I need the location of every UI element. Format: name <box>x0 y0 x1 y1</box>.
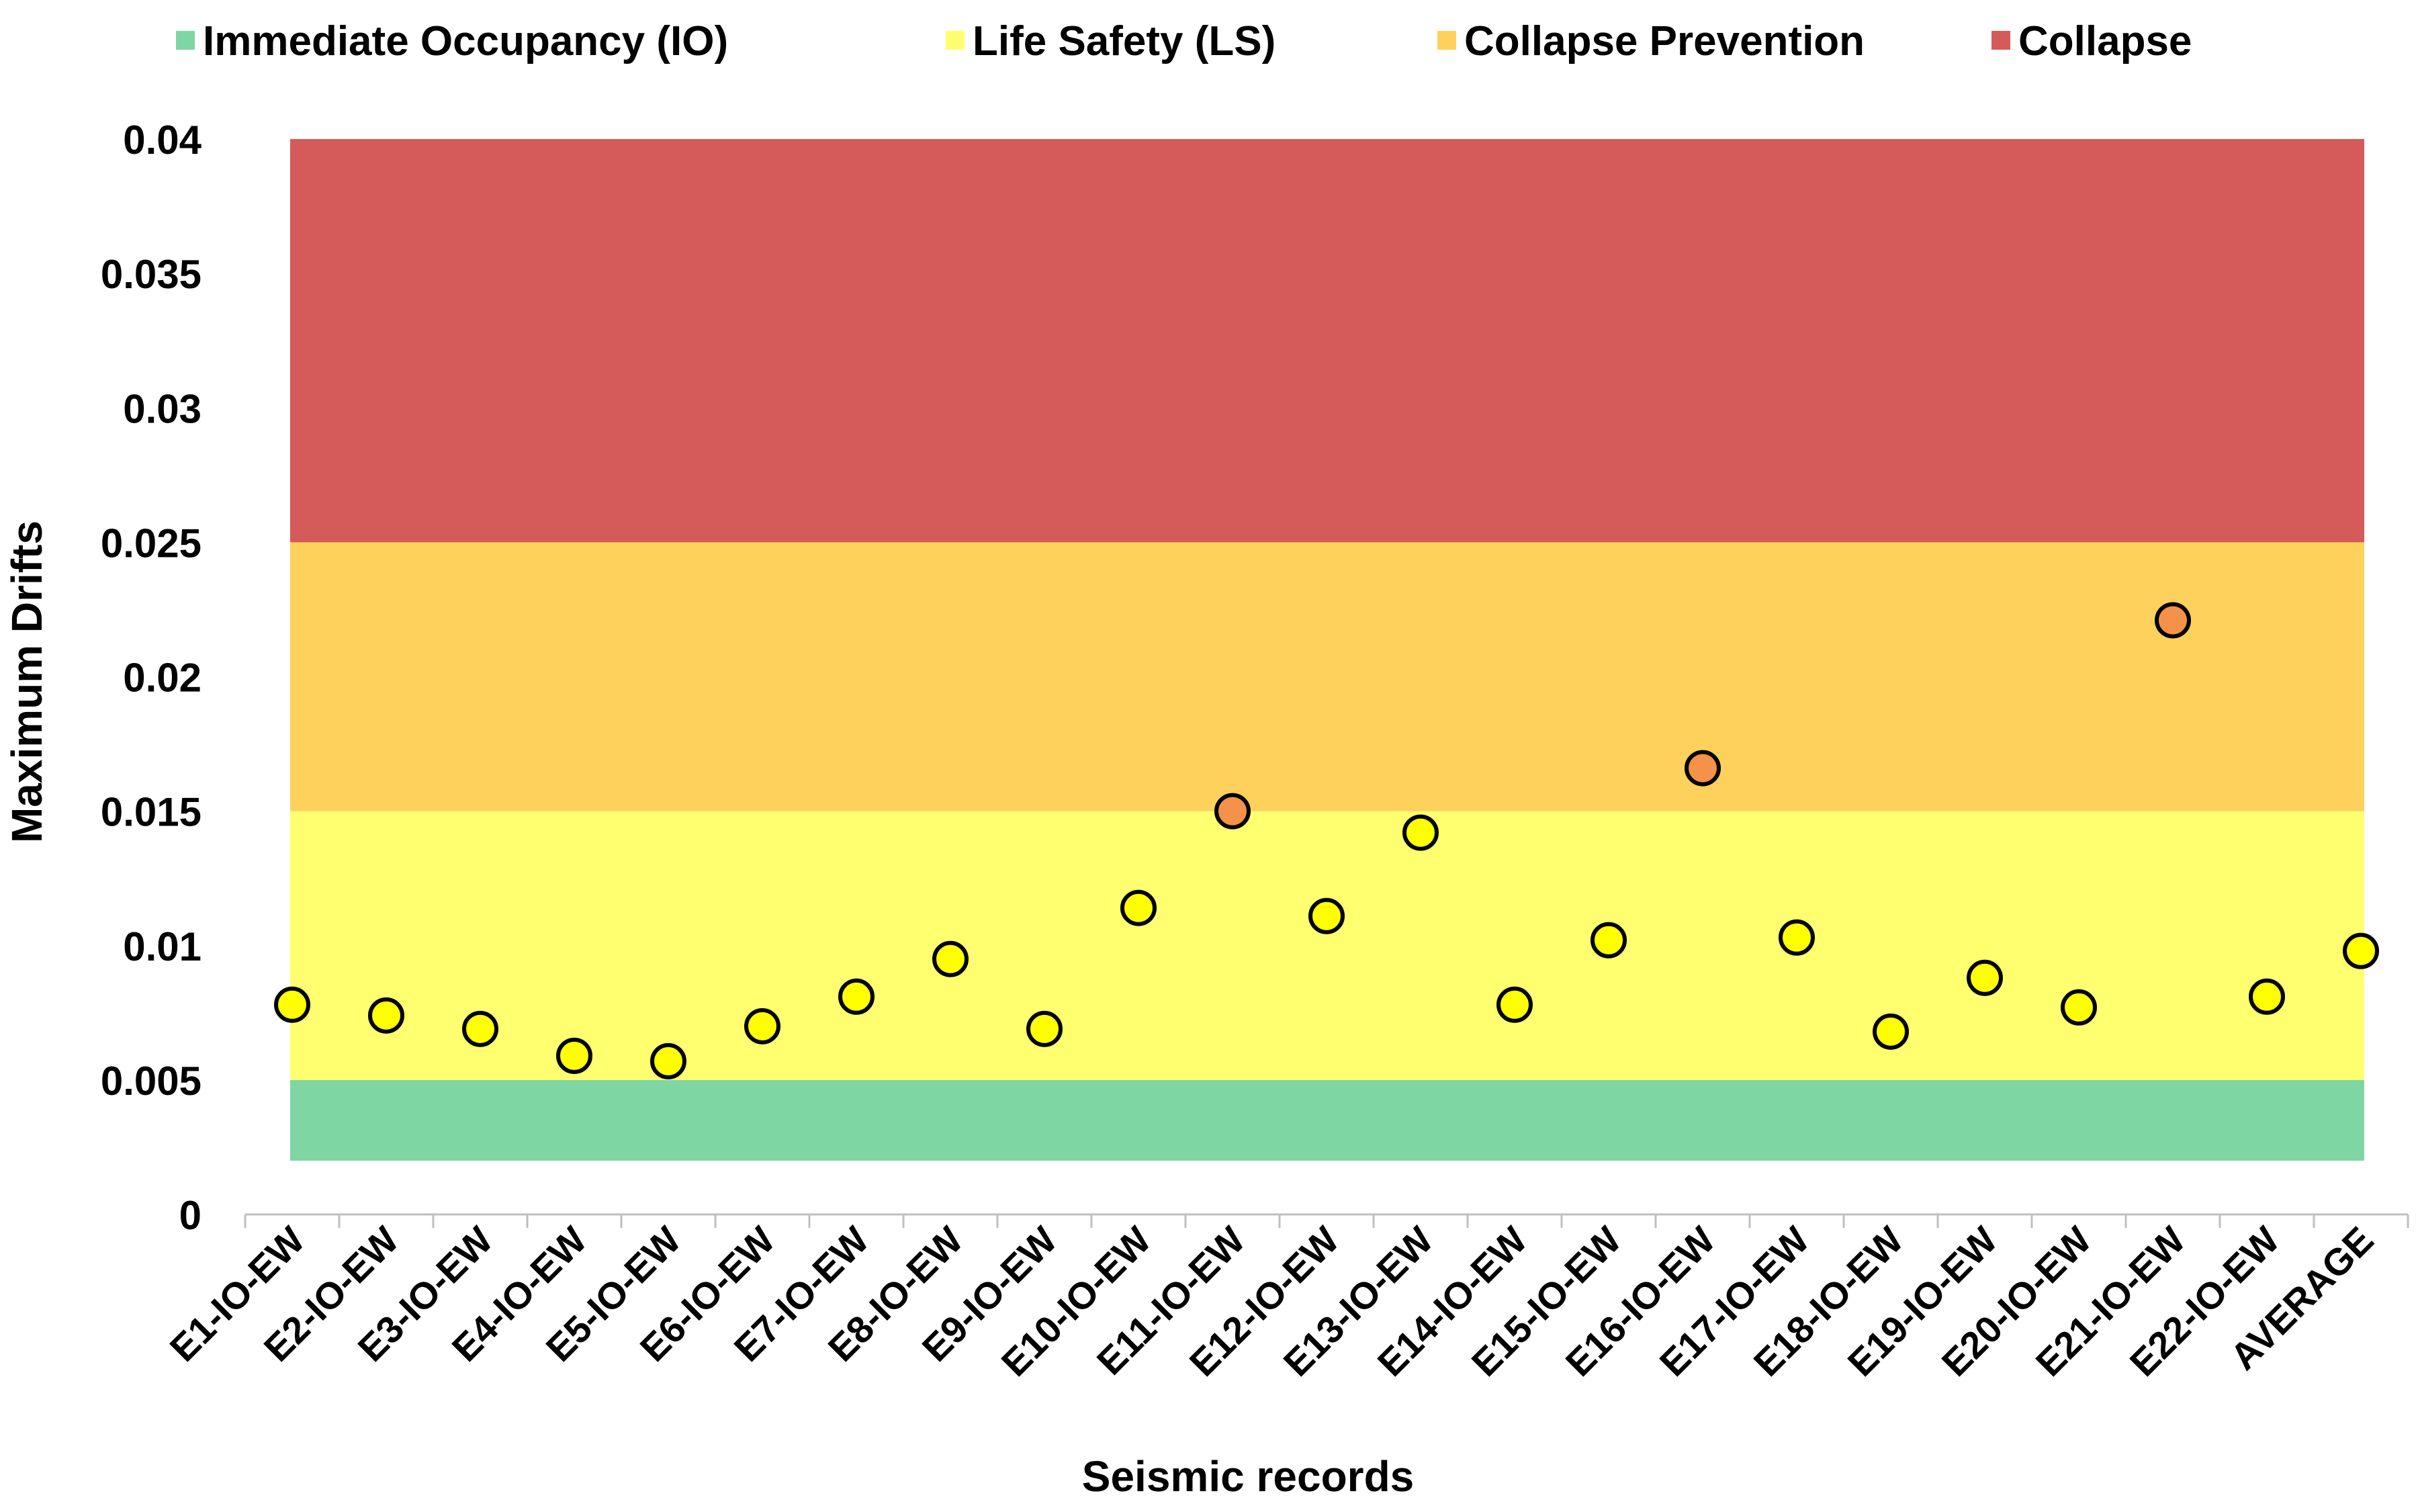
data-point <box>274 986 310 1023</box>
axes <box>244 1213 2409 1228</box>
data-point <box>1779 919 1815 956</box>
y-tick-label: 0.005 <box>101 1059 202 1104</box>
legend-label: Collapse Prevention <box>1464 18 1865 64</box>
data-point <box>556 1037 592 1074</box>
data-point <box>462 1010 498 1047</box>
data-point <box>1308 897 1345 934</box>
data-point <box>1591 922 1627 959</box>
data-point <box>1685 750 1721 787</box>
performance-bands <box>290 139 2364 1161</box>
data-point <box>1967 959 2003 996</box>
y-tick-label: 0.035 <box>101 252 202 297</box>
data-point <box>932 940 969 977</box>
band-3 <box>290 139 2364 543</box>
x-tick-labels: E1-IO-EWE2-IO-EWE3-IO-EWE4-IO-EWE5-IO-EW… <box>162 1218 2382 1384</box>
data-point <box>1496 986 1533 1023</box>
y-tick-labels: 0 0.005 0.01 0.015 0.02 0.025 0.03 0.035 0.04 <box>101 118 202 1238</box>
legend-swatch <box>176 31 195 50</box>
band-2 <box>290 542 2364 811</box>
band-0 <box>290 1079 2364 1161</box>
data-point <box>2061 989 2097 1026</box>
data-point <box>2343 932 2379 969</box>
data-point <box>1402 814 1439 851</box>
band-1 <box>290 811 2364 1080</box>
data-point <box>1214 793 1251 830</box>
y-tick-label: 0.01 <box>123 924 202 969</box>
data-point <box>1120 889 1157 926</box>
legend: Immediate Occupancy (IO) Life Safety (LS)… <box>176 18 2192 64</box>
data-point <box>744 1008 780 1044</box>
data-point <box>2249 978 2285 1015</box>
y-tick-label: 0.025 <box>101 521 202 566</box>
legend-swatch <box>1991 31 2010 50</box>
x-axis-label: Seismic records <box>1082 1452 1415 1501</box>
data-point <box>1873 1013 1909 1050</box>
data-point <box>650 1042 686 1079</box>
data-points <box>274 602 2379 1079</box>
y-tick-label: 0.015 <box>101 790 202 835</box>
data-point <box>2155 602 2191 639</box>
data-point <box>1026 1010 1063 1047</box>
legend-label: Immediate Occupancy (IO) <box>203 18 728 64</box>
legend-swatch <box>1437 31 1456 50</box>
data-point <box>368 997 404 1034</box>
y-tick-label: 0 <box>179 1193 202 1238</box>
legend-swatch <box>946 31 965 50</box>
y-axis-label: Maximum Drifts <box>3 521 51 843</box>
legend-label: Collapse <box>2018 18 2192 64</box>
legend-label: Life Safety (LS) <box>973 18 1275 64</box>
data-point <box>838 978 875 1015</box>
y-tick-label: 0.02 <box>123 656 202 701</box>
y-tick-label: 0.04 <box>123 118 202 163</box>
y-tick-label: 0.03 <box>123 386 202 431</box>
